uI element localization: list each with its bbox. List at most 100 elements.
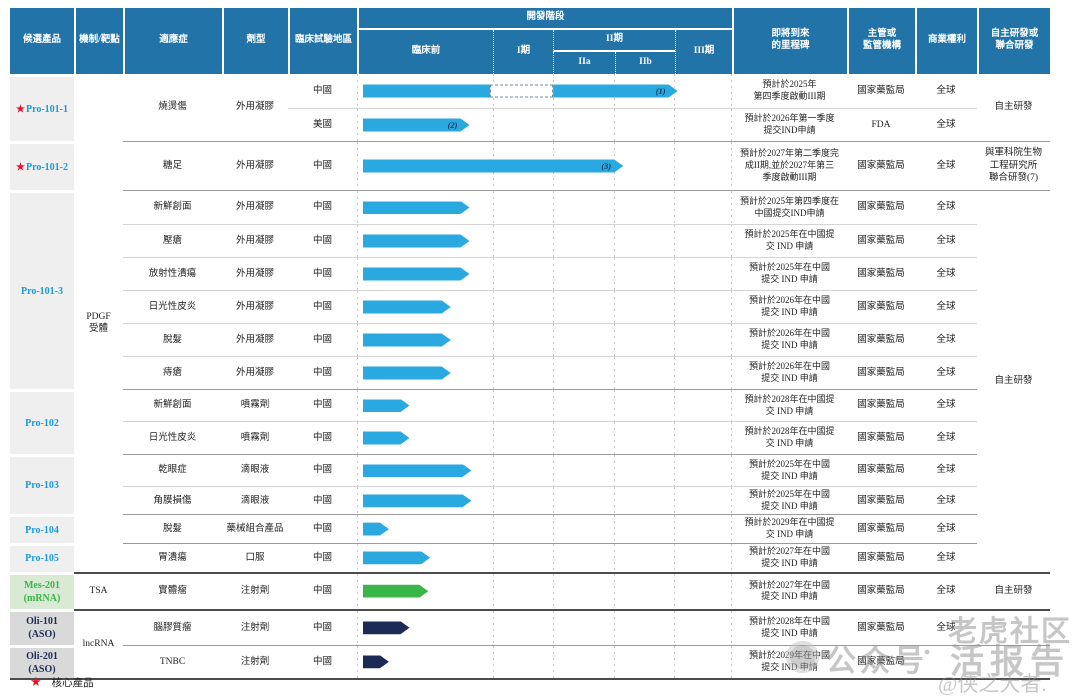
indication-cell: 乾眼症 (123, 454, 222, 486)
regulator-cell: 國家藥監局 (847, 644, 916, 678)
rnd-cell: 自主研發 (977, 190, 1051, 572)
table-row: Pro-105 胃潰瘍 口服 中國 預計於2027年在中國 提交 IND 申請 … (10, 542, 1050, 572)
col-header-rnd: 自主研發或 聯合研發 (977, 8, 1051, 74)
milestone-cell: 預計於2026年第一季度 提交IND申請 (732, 108, 848, 141)
bar-segment-arrow (363, 621, 410, 634)
table-row: ★Pro-101-2 糖足 外用凝膠 中國 (3) 預計於2027年第二季度完 … (10, 141, 1051, 190)
rights-cell: 全球 (915, 608, 978, 645)
indication-cell: 新鮮創面 (123, 190, 222, 224)
product-cell-pro-101-1: ★Pro-101-1 (10, 74, 74, 141)
region-cell: 中國 (288, 608, 357, 645)
region-cell: 中國 (288, 542, 357, 572)
regulator-cell: 國家藥監局 (847, 290, 916, 323)
bar-segment-dashed (490, 84, 554, 98)
dosage-cell: 外用凝膠 (222, 141, 288, 190)
milestone-cell: 預計於2025年在中國提 交 IND 申請 (732, 224, 848, 257)
rnd-cell (977, 608, 1051, 645)
milestone-cell: 預計於2025年 第四季度啟動III期 (732, 74, 848, 108)
indication-cell: 放射性潰瘍 (123, 257, 222, 290)
table-row: Pro-101-3 新鮮創面 外用凝膠 中國 預計於2025年第四季度在 中國提… (10, 190, 1051, 572)
table-row: 脫髮 外用凝膠 中國 預計於2026年在中國 提交 IND 申請 國家藥監局 全… (10, 323, 1050, 356)
bar-segment-arrow: (1) (553, 85, 678, 98)
rights-cell: 全球 (915, 74, 978, 108)
milestone-cell: 預計於2026年在中國 提交 IND 申請 (732, 323, 848, 356)
indication-cell: 角膜損傷 (123, 486, 222, 515)
bar-segment-arrow (363, 367, 451, 380)
bar-segment-arrow (363, 235, 470, 248)
pipeline-bar: (2) (357, 109, 732, 141)
region-cell: 中國 (288, 257, 357, 290)
region-cell: 中國 (288, 389, 357, 421)
stage-timeline (357, 514, 733, 543)
table-row: Oli-201 (ASO) TNBC 注射劑 中國 預計於2029年在中國 提交… (10, 644, 1051, 678)
bar-segment-arrow (363, 523, 389, 536)
table-row: Oli-101 (ASO) lncRNA 腦膠質瘤 注射劑 中國 預計於2028… (10, 608, 1051, 678)
region-cell: 中國 (288, 644, 357, 678)
dosage-cell: 噴霧劑 (222, 421, 288, 454)
pipeline-bar (357, 390, 732, 421)
table-row: Mes-201 (mRNA) TSA 實體瘤 注射劑 中國 預計於2027年在中… (10, 571, 1051, 609)
region-cell: 中國 (288, 514, 357, 543)
dosage-cell: 外用凝膠 (222, 323, 288, 356)
indication-cell: 日光性皮炎 (123, 421, 222, 454)
product-cell-pro-105: Pro-105 (10, 542, 74, 572)
dosage-cell: 外用凝膠 (222, 190, 288, 224)
rights-cell: 全球 (915, 486, 978, 515)
table-row: 痔瘡 外用凝膠 中國 預計於2026年在中國 提交 IND 申請 國家藥監局 全… (10, 356, 1050, 389)
region-cell: 中國 (288, 141, 357, 190)
rights-cell: 全球 (915, 224, 978, 257)
col-header-product: 候選產品 (10, 8, 74, 74)
bar-segment-arrow (363, 301, 451, 314)
bar-segment-arrow (363, 551, 431, 564)
table-row: Pro-103 乾眼症 滴眼液 中國 預計於2025年在中國 提交 IND 申請… (10, 454, 1050, 515)
core-product-star-icon: ★ (30, 674, 42, 689)
mechanism-cell: TSA (74, 571, 123, 609)
pipeline-bar (357, 515, 732, 542)
milestone-cell: 預計於2029年在中國提 交 IND 申請 (732, 514, 848, 543)
product-cell-oli-201: Oli-201 (ASO) (10, 644, 74, 678)
table-row: 日光性皮炎 噴霧劑 中國 預計於2028年在中國提 交 IND 申請 國家藥監局… (10, 421, 1050, 454)
stage-timeline (357, 486, 733, 515)
dosage-cell: 外用凝膠 (222, 74, 288, 141)
stage-timeline (357, 608, 733, 645)
region-cell: 中國 (288, 454, 357, 486)
regulator-cell: 國家藥監局 (847, 389, 916, 421)
stage-timeline (357, 389, 733, 421)
bar-segment-arrow (363, 399, 410, 412)
bar-segment-arrow (363, 655, 389, 668)
milestone-cell: 預計於2026年在中國 提交 IND 申請 (732, 356, 848, 389)
region-cell: 中國 (288, 571, 357, 609)
legend-core-product: ★ 核心產品 (30, 674, 94, 690)
regulator-cell: 國家藥監局 (847, 608, 916, 645)
mechanism-cell: PDGF 受體 (74, 74, 123, 572)
product-cell-pro-101-3: Pro-101-3 (10, 190, 74, 389)
pipeline-bar (357, 574, 732, 609)
pipeline-bar: (1) (357, 74, 732, 108)
bar-segment-solid (362, 84, 491, 98)
table-row: 美國 (2) 預計於2026年第一季度 提交IND申請 FDA 全球 (10, 108, 1050, 141)
table-row: Pro-104 脫髮 藥械組合產品 中國 預計於2029年在中國提 交 IND … (10, 514, 1050, 543)
regulator-cell: 國家藥監局 (847, 486, 916, 515)
pipeline-bar (357, 455, 732, 486)
dosage-cell: 滴眼液 (222, 486, 288, 515)
milestone-cell: 預計於2026年在中國 提交 IND 申請 (732, 290, 848, 323)
pipeline-bar (357, 544, 732, 572)
milestone-cell: 預計於2027年第二季度完 成II期,並於2027年第三 季度啟動III期 (732, 141, 848, 190)
stage-timeline (357, 542, 733, 572)
pipeline-bar (357, 225, 732, 257)
bar-segment-arrow: (3) (363, 160, 624, 173)
region-cell: 中國 (288, 421, 357, 454)
rights-cell: 全球 (915, 421, 978, 454)
milestone-cell: 預計於2027年在中國 提交 IND 申請 (732, 571, 848, 609)
region-cell: 中國 (288, 486, 357, 515)
table-row: 放射性潰瘍 外用凝膠 中國 預計於2025年在中國 提交 IND 申請 國家藥監… (10, 257, 1050, 290)
stage-timeline (357, 190, 733, 224)
pipeline-bar (357, 258, 732, 290)
regulator-cell: 國家藥監局 (847, 224, 916, 257)
product-cell-mes-201: Mes-201 (mRNA) (10, 571, 74, 609)
indication-cell: 實體瘤 (123, 571, 222, 609)
stage-header-phase1: I期 (493, 30, 553, 74)
indication-cell: 日光性皮炎 (123, 290, 222, 323)
stage-timeline (357, 571, 733, 609)
